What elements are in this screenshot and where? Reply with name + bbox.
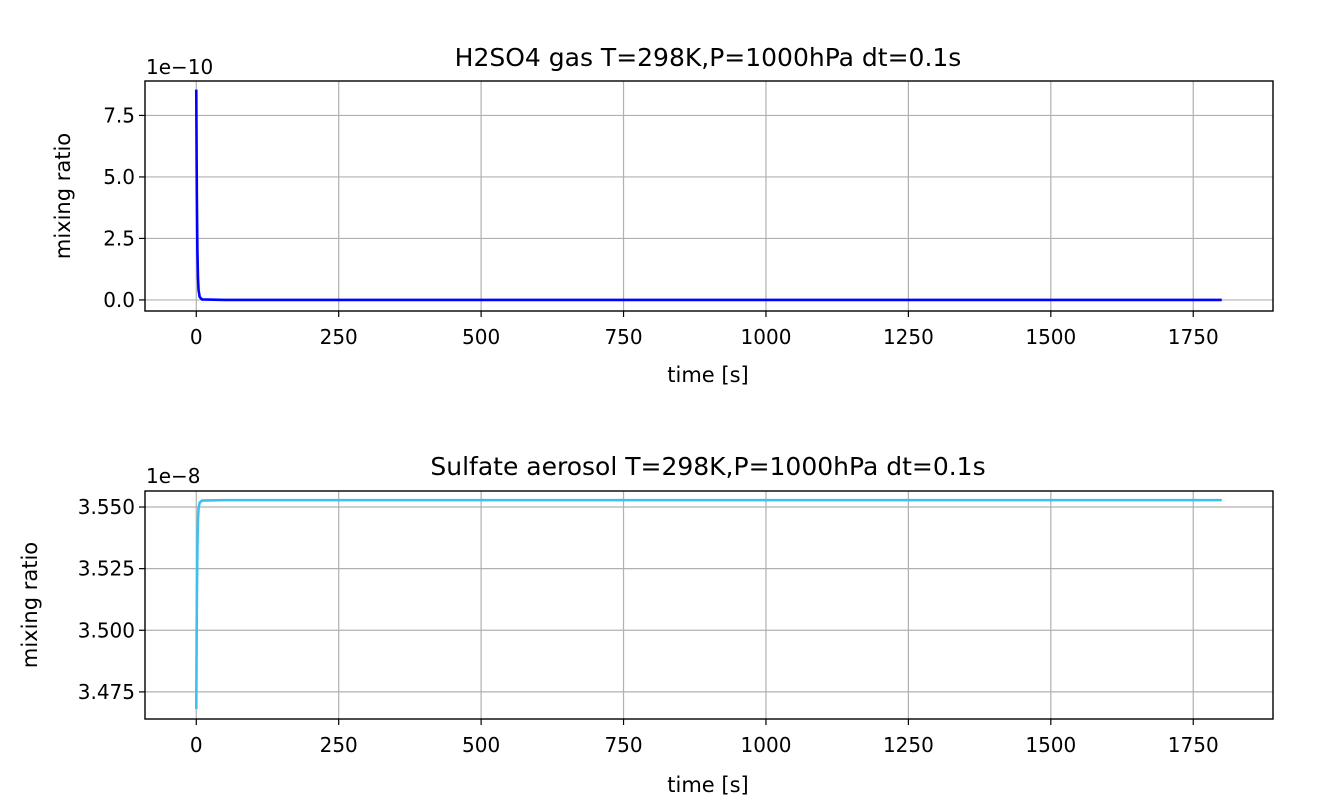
x-tick-label: 1500 xyxy=(1025,733,1076,757)
y-axis-label: mixing ratio xyxy=(18,542,42,668)
y-axis-label: mixing ratio xyxy=(51,133,75,259)
x-tick-label: 1750 xyxy=(1168,733,1219,757)
chart-sulfate-aerosol: Sulfate aerosol T=298K,P=1000hPa dt=0.1s… xyxy=(18,452,1274,797)
y-tick-label: 3.475 xyxy=(78,680,135,704)
x-tick-label: 750 xyxy=(604,733,642,757)
y-offset-label: 1e−10 xyxy=(146,55,213,79)
plot-frame xyxy=(144,490,1274,720)
x-tick-label: 500 xyxy=(462,325,500,349)
plot-frame xyxy=(144,80,1274,312)
x-tick-label: 0 xyxy=(190,325,203,349)
y-tick-label: 2.5 xyxy=(103,226,135,250)
x-tick-label: 1500 xyxy=(1025,325,1076,349)
series-line xyxy=(194,89,1222,302)
chart-title: Sulfate aerosol T=298K,P=1000hPa dt=0.1s xyxy=(430,452,985,481)
y-tick-label: 0.0 xyxy=(103,288,135,312)
y-tick-label: 3.525 xyxy=(78,557,135,581)
grid xyxy=(145,81,1273,311)
x-axis-label: time [s] xyxy=(667,363,748,387)
x-axis-label: time [s] xyxy=(667,773,748,797)
chart-h2so4-gas: H2SO4 gas T=298K,P=1000hPa dt=0.1s 1e−10… xyxy=(51,43,1274,387)
x-tick-label: 1250 xyxy=(883,733,934,757)
series-line xyxy=(194,498,1222,710)
y-tick-label: 5.0 xyxy=(103,165,135,189)
x-tick-label: 0 xyxy=(190,733,203,757)
y-tick-label: 3.550 xyxy=(78,495,135,519)
y-tick-label: 7.5 xyxy=(103,103,135,127)
x-tick-label: 250 xyxy=(320,733,358,757)
grid xyxy=(145,491,1273,719)
chart-title: H2SO4 gas T=298K,P=1000hPa dt=0.1s xyxy=(455,43,962,72)
x-tick-label: 1750 xyxy=(1168,325,1219,349)
x-tick-label: 750 xyxy=(604,325,642,349)
x-tick-label: 1000 xyxy=(741,325,792,349)
y-tick-label: 3.500 xyxy=(78,618,135,642)
x-tick-label: 250 xyxy=(320,325,358,349)
x-tick-label: 1250 xyxy=(883,325,934,349)
x-tick-label: 1000 xyxy=(741,733,792,757)
y-offset-label: 1e−8 xyxy=(146,464,201,488)
x-tick-label: 500 xyxy=(462,733,500,757)
